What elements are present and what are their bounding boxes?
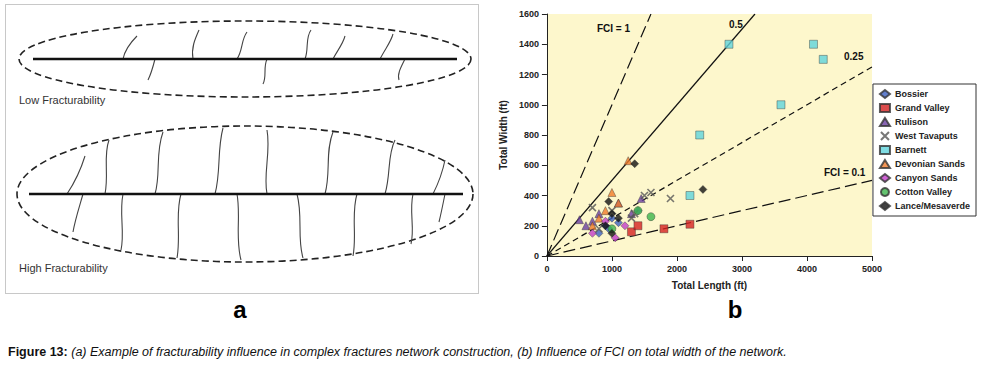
svg-text:0: 0 — [534, 251, 539, 261]
svg-text:Cotton Valley: Cotton Valley — [895, 187, 952, 197]
svg-text:FCI = 0.1: FCI = 0.1 — [824, 167, 866, 178]
svg-text:200: 200 — [524, 221, 539, 231]
svg-text:Devonian Sands: Devonian Sands — [895, 159, 965, 169]
svg-text:West Tavaputs: West Tavaputs — [895, 131, 958, 141]
svg-text:Total Length (ft): Total Length (ft) — [672, 280, 747, 291]
svg-text:FCI = 1: FCI = 1 — [597, 23, 631, 34]
svg-text:0.5: 0.5 — [729, 19, 743, 30]
svg-text:Bossier: Bossier — [895, 89, 929, 99]
html-text:Figure 13: (a) Example of frac: Figure 13: (a) Example of fracturability… — [8, 345, 787, 359]
svg-text:1600: 1600 — [519, 9, 539, 19]
svg-text:1000: 1000 — [519, 100, 539, 110]
svg-text:4000: 4000 — [797, 264, 817, 274]
svg-text:1000: 1000 — [602, 264, 622, 274]
svg-text:High Fracturability: High Fracturability — [19, 262, 108, 274]
svg-text:Rulison: Rulison — [895, 117, 928, 127]
svg-text:Lance/Mesaverde: Lance/Mesaverde — [895, 201, 970, 211]
svg-text:Canyon Sands: Canyon Sands — [895, 173, 958, 183]
svg-text:Total Width (ft): Total Width (ft) — [498, 100, 509, 170]
svg-text:800: 800 — [524, 130, 539, 140]
svg-text:0.25: 0.25 — [844, 51, 864, 62]
svg-text:3000: 3000 — [732, 264, 752, 274]
svg-text:600: 600 — [524, 160, 539, 170]
svg-text:1400: 1400 — [519, 39, 539, 49]
svg-text:0: 0 — [544, 264, 549, 274]
svg-text:Barnett: Barnett — [895, 145, 927, 155]
svg-text:Grand Valley: Grand Valley — [895, 103, 950, 113]
svg-text:1200: 1200 — [519, 70, 539, 80]
svg-text:5000: 5000 — [862, 264, 882, 274]
html-text:a: a — [233, 296, 247, 323]
svg-text:400: 400 — [524, 191, 539, 201]
svg-text:2000: 2000 — [667, 264, 687, 274]
html-text:b: b — [727, 296, 743, 323]
svg-text:Low Fracturability: Low Fracturability — [19, 94, 106, 106]
